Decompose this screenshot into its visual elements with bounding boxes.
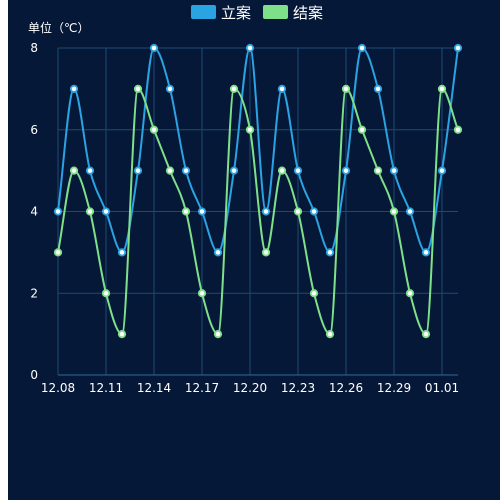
series-line-0 [57,46,459,254]
data-point-0-1[interactable] [69,84,79,93]
data-point-1-8[interactable] [181,207,191,216]
x-tick-label: 12.20 [233,381,267,395]
legend-swatch-jiean[interactable] [263,5,288,19]
data-point-1-6[interactable] [149,125,159,134]
data-point-0-8[interactable] [181,166,191,175]
legend-label-jiean[interactable]: 结案 [293,4,323,22]
data-point-1-18[interactable] [341,84,351,93]
x-tick-label: 12.08 [41,381,75,395]
data-point-1-13[interactable] [261,248,271,257]
data-point-1-22[interactable] [405,289,415,298]
y-tick-label: 6 [30,123,38,137]
data-point-0-12[interactable] [245,43,255,53]
data-point-1-15[interactable] [293,207,303,216]
data-point-1-4[interactable] [117,330,127,339]
axes: 0 2 4 6 8 12.08 12.11 12.14 12.17 12.20 12.23 12.26… [30,41,459,395]
data-point-0-17[interactable] [325,248,335,257]
y-tick-label: 8 [30,41,38,55]
data-point-1-16[interactable] [309,289,319,298]
data-point-0-22[interactable] [405,207,415,216]
x-tick-label: 12.11 [89,381,123,395]
data-point-0-4[interactable] [117,248,127,257]
data-point-0-23[interactable] [421,248,431,257]
y-tick-label: 0 [30,368,38,382]
data-point-0-10[interactable] [213,248,223,257]
x-tick-label: 12.26 [329,381,363,395]
x-tick-label: 12.23 [281,381,315,395]
x-tick-label: 12.17 [185,381,219,395]
data-point-0-18[interactable] [341,166,351,175]
data-point-1-24[interactable] [437,84,447,93]
data-point-1-19[interactable] [357,125,367,134]
data-point-0-7[interactable] [165,84,175,93]
data-point-1-20[interactable] [373,166,383,175]
data-point-1-23[interactable] [421,330,431,339]
x-tick-label: 12.29 [377,381,411,395]
data-point-1-12[interactable] [245,125,255,134]
data-point-0-5[interactable] [133,166,143,175]
data-point-0-25[interactable] [453,43,463,53]
data-point-1-3[interactable] [101,289,111,298]
data-point-1-11[interactable] [229,84,239,93]
y-tick-label: 2 [30,286,38,300]
legend-swatch-lian[interactable] [191,5,216,19]
data-point-0-16[interactable] [309,207,319,216]
data-point-1-7[interactable] [165,166,175,175]
data-point-0-15[interactable] [293,166,303,175]
data-point-0-24[interactable] [437,166,447,175]
series [53,43,463,339]
data-point-0-14[interactable] [277,84,287,93]
data-point-1-5[interactable] [133,84,143,93]
data-point-1-14[interactable] [277,166,287,175]
legend[interactable]: 立案 结案 [191,4,323,22]
y-axis-unit-label: 单位（℃） [28,20,89,35]
data-point-0-21[interactable] [389,166,399,175]
data-point-0-3[interactable] [101,207,111,216]
data-point-1-21[interactable] [389,207,399,216]
data-point-1-0[interactable] [53,248,63,257]
data-point-0-19[interactable] [357,43,367,53]
data-point-0-11[interactable] [229,166,239,175]
data-point-0-2[interactable] [85,166,95,175]
x-tick-label: 12.14 [137,381,171,395]
data-point-1-9[interactable] [197,289,207,298]
data-point-1-25[interactable] [453,125,463,134]
x-tick-label: 01.01 [425,381,459,395]
data-point-0-0[interactable] [53,207,63,216]
data-point-0-9[interactable] [197,207,207,216]
data-point-0-20[interactable] [373,84,383,93]
data-point-1-2[interactable] [85,207,95,216]
y-tick-label: 4 [30,205,38,219]
data-point-1-10[interactable] [213,330,223,339]
data-point-1-1[interactable] [69,166,79,175]
data-point-1-17[interactable] [325,330,335,339]
legend-label-lian[interactable]: 立案 [221,4,251,22]
data-point-0-6[interactable] [149,43,159,53]
data-point-0-13[interactable] [261,207,271,216]
